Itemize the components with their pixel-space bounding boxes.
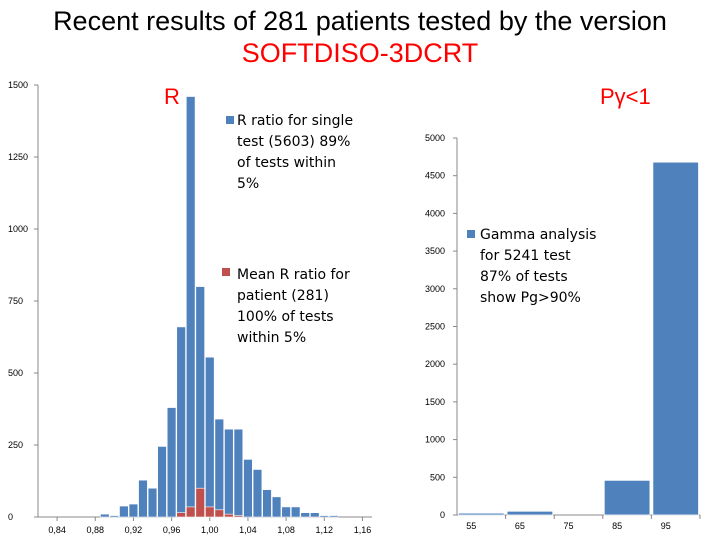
bar-r-mean-patient <box>185 506 196 518</box>
bar-r-mean-patient <box>214 509 225 518</box>
x-tick-label-left: 1,08 <box>277 525 295 535</box>
legend-text-line: show Pg>90% <box>480 290 581 306</box>
y-tick-label-right: 4000 <box>425 208 445 218</box>
x-tick-label-left: 0,88 <box>86 525 104 535</box>
y-tick-label-right: 3000 <box>425 284 445 294</box>
y-tick-label-right: 4500 <box>425 171 445 181</box>
bar-r-single-test <box>119 505 129 518</box>
y-tick-label-right: 2500 <box>425 322 445 332</box>
bar-gamma <box>652 161 699 516</box>
y-tick-label-right: 0 <box>440 510 445 520</box>
y-tick-label-left: 1500 <box>8 80 28 90</box>
bar-r-single-test <box>243 459 253 518</box>
legend-text-line: R ratio for single <box>237 113 353 129</box>
bar-r-mean-patient <box>233 515 244 518</box>
legend-swatch-single-test <box>226 116 234 124</box>
y-tick-label-right: 5000 <box>425 133 445 143</box>
x-tick-label-left: 1,00 <box>201 525 219 535</box>
bar-r-single-test <box>290 506 301 518</box>
bar-r-single-test <box>157 446 167 518</box>
y-tick-label-right: 3500 <box>425 246 445 256</box>
y-tick-label-left: 1000 <box>8 224 28 234</box>
panel-label-r: R <box>164 84 180 109</box>
legend-swatch-gamma <box>467 230 475 238</box>
y-tick-label-right: 500 <box>430 472 445 482</box>
bar-r-single-test <box>195 286 205 518</box>
y-tick-label-right: 2000 <box>425 359 445 369</box>
bar-gamma <box>603 479 651 516</box>
bar-r-single-test <box>310 512 320 518</box>
legend-text-line: within 5% <box>237 330 306 346</box>
x-tick-label-left: 1,04 <box>239 525 257 535</box>
y-tick-label-left: 1250 <box>8 152 28 162</box>
panel-label-pgamma: Pγ<1 <box>600 84 651 109</box>
bar-r-single-test <box>233 428 244 518</box>
bar-r-single-test <box>185 96 196 518</box>
y-tick-label-left: 0 <box>8 512 13 522</box>
bar-r-mean-patient <box>205 506 215 518</box>
bar-r-single-test <box>109 515 120 518</box>
bar-r-single-test <box>147 487 158 518</box>
bar-r-single-test <box>205 356 215 518</box>
legend-text-line: test (5603) 89% <box>237 134 350 150</box>
x-tick-label-right: 55 <box>466 521 476 531</box>
bar-r-single-test <box>271 496 282 518</box>
bar-r-single-test <box>281 506 291 518</box>
x-tick-label-left: 1,16 <box>354 525 372 535</box>
bar-gamma <box>458 512 505 516</box>
legend-text-line: of tests within <box>237 155 336 171</box>
bar-r-single-test <box>262 489 272 518</box>
y-tick-label-right: 1500 <box>425 397 445 407</box>
bar-r-single-test <box>214 418 225 518</box>
y-tick-label-left: 750 <box>8 296 23 306</box>
bar-gamma <box>506 510 554 516</box>
title-line-2: SOFTDISO-3DCRT <box>241 38 479 68</box>
bar-r-single-test <box>252 469 263 518</box>
legend-text-line: Gamma analysis <box>480 227 596 243</box>
legend-text-line: Mean R ratio for <box>237 267 350 283</box>
bar-r-single-test <box>100 513 110 518</box>
legend-text-line: patient (281) <box>237 288 329 304</box>
bar-r-mean-patient <box>195 487 205 518</box>
bar-r-single-test <box>319 515 329 518</box>
x-tick-label-left: 0,96 <box>163 525 181 535</box>
x-tick-label-left: 0,84 <box>48 525 66 535</box>
bar-r-single-test <box>138 479 148 518</box>
y-tick-label-right: 1000 <box>425 435 445 445</box>
bar-r-mean-patient <box>176 512 186 518</box>
title-line-1: Recent results of 281 patients tested by… <box>53 6 667 36</box>
bar-r-mean-patient <box>224 513 234 518</box>
bar-r-single-test <box>329 515 339 518</box>
x-tick-label-right: 95 <box>661 521 671 531</box>
legend-text-line: 5% <box>237 176 259 192</box>
y-tick-label-left: 500 <box>8 368 23 378</box>
legend-text-line: 100% of tests <box>237 309 334 325</box>
x-tick-label-right: 65 <box>515 521 525 531</box>
bar-r-single-test <box>166 407 177 518</box>
x-tick-label-right: 85 <box>612 521 622 531</box>
legend-text-line: for 5241 test <box>480 248 571 264</box>
bar-r-single-test <box>300 512 310 518</box>
legend-swatch-mean-patient <box>222 268 230 276</box>
x-tick-label-left: 0,92 <box>125 525 143 535</box>
bar-r-single-test <box>128 503 139 518</box>
legend-text-line: 87% of tests <box>480 269 568 285</box>
bar-r-single-test <box>176 326 186 518</box>
bar-r-single-test <box>224 428 234 518</box>
x-tick-label-right: 75 <box>563 521 573 531</box>
y-tick-label-left: 250 <box>8 440 23 450</box>
x-tick-label-left: 1,12 <box>316 525 334 535</box>
